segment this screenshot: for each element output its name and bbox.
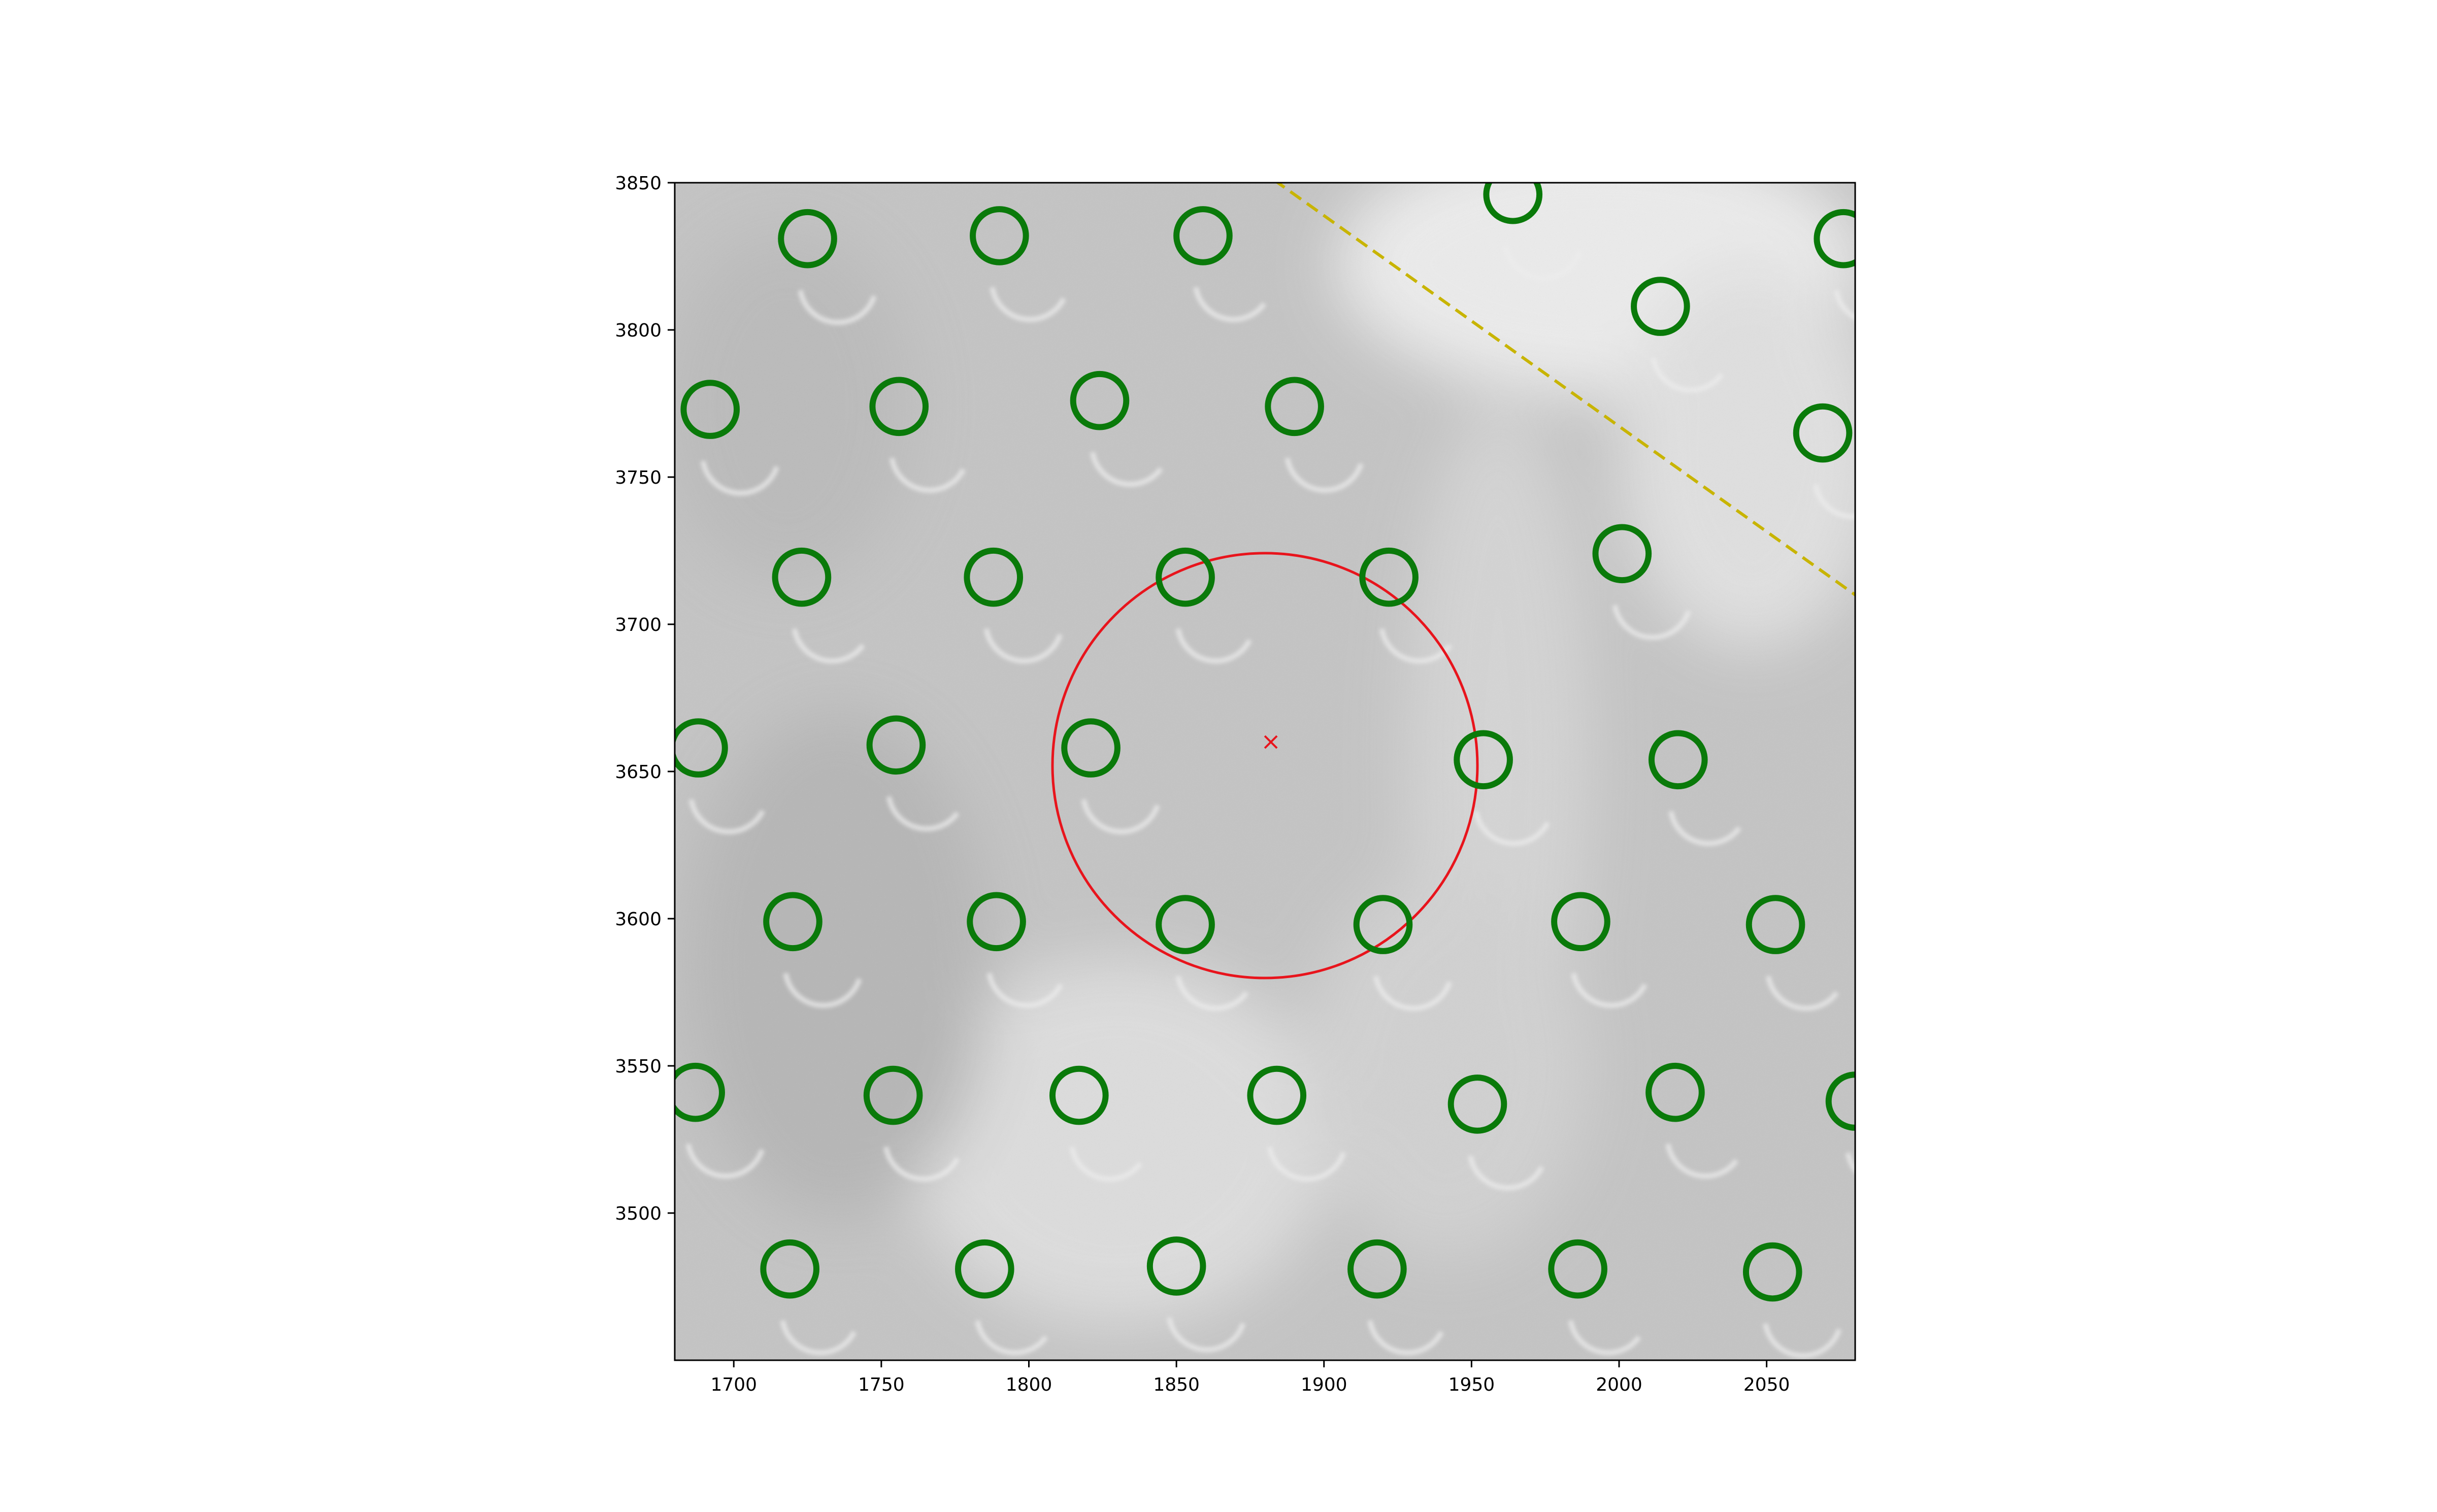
detection-marker (1061, 718, 1121, 778)
detection-marker (1825, 1071, 1855, 1131)
detection-marker (964, 547, 1024, 607)
detection-marker (1347, 1239, 1407, 1299)
detection-marker (760, 1239, 819, 1299)
detection-marker (772, 547, 832, 607)
detection-marker (1631, 277, 1690, 336)
detection-marker (1814, 209, 1855, 268)
y-tick-label: 3800 (615, 320, 662, 341)
detection-marker (1793, 403, 1853, 463)
detection-marker (1548, 1239, 1607, 1299)
x-tick-label: 1700 (710, 1374, 757, 1395)
detection-marker (955, 1239, 1014, 1299)
x-tick-label: 2050 (1743, 1374, 1790, 1395)
detection-marker (1648, 730, 1708, 790)
detections (675, 183, 1855, 1302)
center-marker (1264, 735, 1278, 749)
detection-marker (970, 206, 1029, 265)
center-marker-stroke (1264, 735, 1278, 749)
x-tick-label: 1750 (858, 1374, 905, 1395)
detection-marker (869, 377, 929, 436)
detection-marker (1746, 895, 1805, 954)
detection-marker (863, 1065, 923, 1125)
y-tick-label: 3650 (615, 762, 662, 783)
detection-marker (1454, 730, 1513, 790)
detection-marker (1146, 1236, 1206, 1296)
cell-arc (1845, 1152, 1855, 1174)
detection-marker (1645, 1062, 1705, 1122)
detection-marker (967, 892, 1026, 952)
detection-marker (1156, 547, 1215, 607)
detection-marker (1551, 892, 1610, 952)
selection-circle (1051, 552, 1479, 980)
detection-marker (1359, 547, 1419, 607)
x-axis: 1700 1750 1800 1850 1900 1950 2000 2050 (710, 1360, 1790, 1395)
detection-marker (866, 715, 926, 775)
detection-marker (1265, 377, 1324, 436)
detection-marker (1353, 895, 1413, 954)
boundary-line (1275, 183, 1855, 596)
x-tick-label: 1950 (1448, 1374, 1495, 1395)
x-tick-label: 1850 (1153, 1374, 1200, 1395)
detection-marker (1483, 183, 1543, 224)
detection-marker (675, 1062, 725, 1122)
y-tick-label: 3700 (615, 615, 662, 635)
detection-marker (1173, 206, 1233, 265)
x-tick-label: 2000 (1596, 1374, 1642, 1395)
detection-marker (680, 380, 740, 439)
detection-marker (778, 209, 837, 268)
detection-marker (1156, 895, 1215, 954)
microscope-image (675, 183, 1855, 1360)
detection-marker (675, 718, 728, 778)
detection-marker (1742, 1242, 1802, 1302)
detection-marker (1447, 1074, 1507, 1134)
detection-marker (763, 892, 822, 952)
y-tick-label: 3850 (615, 173, 662, 194)
detection-marker (1070, 371, 1130, 430)
detection-marker (1592, 524, 1652, 584)
y-tick-label: 3750 (615, 467, 662, 488)
y-axis: 3500 3550 3600 3650 3700 3750 3800 3850 (615, 173, 675, 1224)
y-tick-label: 3600 (615, 909, 662, 930)
y-tick-label: 3500 (615, 1203, 662, 1224)
x-tick-label: 1800 (1006, 1374, 1052, 1395)
y-tick-label: 3550 (615, 1056, 662, 1077)
detection-marker (1049, 1065, 1109, 1125)
detection-marker (1247, 1065, 1307, 1125)
x-tick-label: 1900 (1301, 1374, 1347, 1395)
